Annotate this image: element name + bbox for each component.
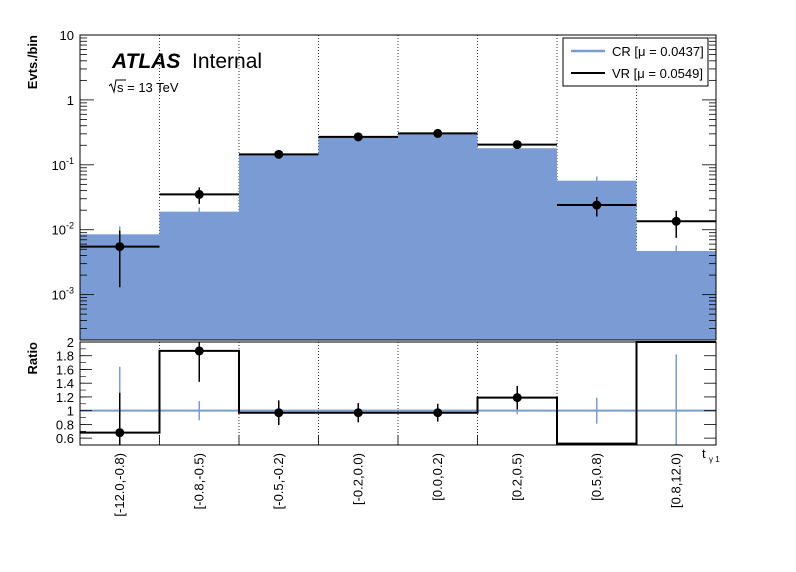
tick-base: 10 bbox=[52, 158, 66, 173]
y-tick-label-ratio: 1.6 bbox=[56, 362, 74, 377]
cr-bar bbox=[636, 251, 716, 340]
vr-point bbox=[433, 128, 443, 138]
y-axis-label-main: Evts./bin bbox=[25, 35, 40, 89]
y-tick-label-ratio: 1.2 bbox=[56, 390, 74, 405]
x-axis-label: t bbox=[702, 446, 706, 461]
atlas-label: ATLAS bbox=[111, 50, 180, 73]
energy-label: s = 13 TeV bbox=[117, 80, 179, 95]
vr-point bbox=[274, 149, 284, 159]
vr-point bbox=[592, 200, 602, 210]
x-category-label: [0.2,0.5) bbox=[509, 453, 524, 501]
ratio-vr-point bbox=[353, 408, 363, 418]
atlas-status: Internal bbox=[192, 50, 262, 73]
x-category-label: [-12.0,-0.8) bbox=[112, 453, 127, 517]
vr-point bbox=[115, 242, 125, 252]
tick-base: 10 bbox=[52, 223, 66, 238]
x-axis-label-subscript: γ 1 bbox=[709, 455, 720, 464]
y-tick-label-main: 1 bbox=[67, 93, 74, 108]
cr-bar bbox=[398, 133, 478, 340]
energy-value: = 13 TeV bbox=[124, 80, 179, 95]
x-category-label: [-0.5,-0.2) bbox=[271, 453, 286, 509]
cr-bar bbox=[239, 154, 319, 340]
y-tick-label-main: 10 bbox=[60, 28, 74, 43]
y-tick-label-main: 10-3 bbox=[52, 286, 74, 303]
ratio-panel bbox=[80, 341, 716, 445]
ratio-vr-point bbox=[512, 393, 522, 403]
x-category-label: [0.0,0.2) bbox=[430, 453, 445, 501]
atlas-annotation: ATLAS Internal s = 13 TeV bbox=[108, 50, 262, 95]
x-category-label: [-0.8,-0.5) bbox=[191, 453, 206, 509]
vr-point bbox=[671, 216, 681, 226]
tick-exponent: -2 bbox=[66, 221, 74, 231]
y-tick-label-ratio: 0.8 bbox=[56, 417, 74, 432]
legend: CR [μ = 0.0437] VR [μ = 0.0549] bbox=[562, 37, 709, 87]
vr-point bbox=[512, 140, 522, 150]
legend-box bbox=[562, 37, 709, 87]
frames bbox=[79, 34, 717, 446]
y-tick-label-ratio: 1 bbox=[67, 404, 74, 419]
tick-exponent: -3 bbox=[66, 286, 74, 296]
vr-point bbox=[194, 189, 204, 199]
y-axis-label-ratio: Ratio bbox=[25, 342, 40, 375]
ratio-vr-point bbox=[194, 346, 204, 356]
ratio-vr-point bbox=[115, 428, 125, 438]
sqrt-s: s bbox=[117, 80, 124, 95]
ratio-vr-point bbox=[274, 408, 284, 418]
x-category-label: [0.8,12.0) bbox=[668, 453, 683, 508]
x-category-label: [-0.2,0.0) bbox=[350, 453, 365, 505]
tick-exponent: -1 bbox=[66, 156, 74, 166]
ratio-vr-point bbox=[433, 408, 443, 418]
main-frame bbox=[79, 34, 717, 341]
vr-point bbox=[353, 132, 363, 142]
y-tick-label-ratio: 0.6 bbox=[56, 431, 74, 446]
legend-cr-label: CR [μ = 0.0437] bbox=[612, 44, 704, 59]
y-tick-label-main: 10-2 bbox=[52, 221, 74, 238]
tick-base: 10 bbox=[52, 288, 66, 303]
y-tick-label-ratio: 1.8 bbox=[56, 349, 74, 364]
axes-text: 10110-110-210-30.60.811.21.41.61.82[-12.… bbox=[25, 28, 720, 517]
cr-bar bbox=[318, 136, 398, 340]
y-tick-label-ratio: 1.4 bbox=[56, 376, 74, 391]
sqrt-sign bbox=[108, 79, 126, 94]
y-tick-label-main: 10-1 bbox=[52, 156, 74, 173]
cr-bar bbox=[159, 211, 239, 340]
x-category-label: [0.5,0.8) bbox=[589, 453, 604, 501]
legend-vr-label: VR [μ = 0.0549] bbox=[612, 66, 703, 81]
cr-bar bbox=[477, 148, 557, 340]
main-panel bbox=[80, 35, 716, 340]
y-tick-label-ratio: 2 bbox=[67, 335, 74, 350]
